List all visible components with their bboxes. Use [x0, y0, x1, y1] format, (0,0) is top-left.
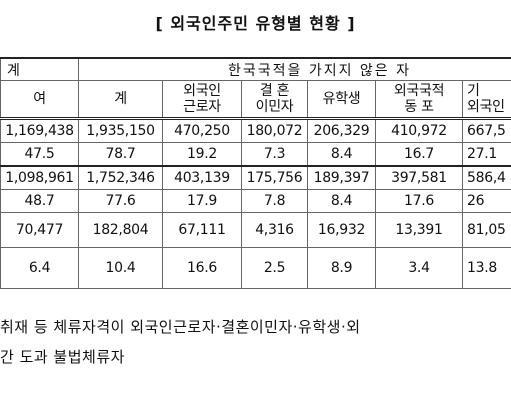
cell: 13,391 [375, 212, 463, 248]
cell: 175,756 [241, 165, 308, 190]
cell: 16.6 [162, 247, 242, 289]
header-text: 외국인 [467, 99, 505, 115]
cell: 7.8 [241, 189, 308, 213]
cell: 6.4 [0, 247, 79, 289]
cell: 189,397 [307, 165, 376, 190]
cell: 1,169,438 [0, 118, 79, 143]
cell: 16,932 [307, 212, 376, 248]
header-row: 여 계 외국인 근로자 결 혼 이민자 유학생 외국국적 동 포 기 외국인 [0, 80, 511, 120]
cell: 13.8 [462, 247, 511, 289]
cell: 7.3 [241, 142, 308, 167]
cell: 19.2 [162, 142, 242, 167]
cell: 182,804 [78, 212, 163, 248]
note: 간 도과 불법체류자 [0, 348, 125, 366]
header-row: 계 한국국적을 가지지 않은 자 [0, 57, 511, 81]
cell: 26 [462, 189, 511, 213]
cell: 17.6 [375, 189, 463, 213]
header-text: 외국인 [183, 83, 221, 99]
header-cell: 유학생 [307, 80, 376, 120]
cell: 10.4 [78, 247, 163, 289]
cell: 77.6 [78, 189, 163, 213]
cell: 67,111 [162, 212, 242, 248]
cell: 410,972 [375, 118, 463, 143]
header-cell: 기 외국인 [462, 80, 511, 120]
cell: 180,072 [241, 118, 308, 143]
header-text: 근로자 [183, 99, 221, 115]
header-cell: 외국인 근로자 [162, 80, 242, 120]
cell: 48.7 [0, 189, 79, 213]
cell: 470,250 [162, 118, 242, 143]
cell: 3.4 [375, 247, 463, 289]
header-cell: 외국국적 동 포 [375, 80, 463, 120]
data-row: 47.5 78.7 19.2 7.3 8.4 16.7 27.1 [0, 142, 511, 167]
cell: 8.9 [307, 247, 376, 289]
cell: 78.7 [78, 142, 163, 167]
cell: 70,477 [0, 212, 79, 248]
header-text: 이민자 [255, 99, 294, 115]
cell: 397,581 [375, 165, 463, 190]
header-cell: 계 [0, 57, 79, 81]
cell: 81,05 [462, 212, 511, 248]
header-text: 기 [467, 83, 480, 99]
cell: 586,4 [462, 165, 511, 190]
cell: 8.4 [307, 189, 376, 213]
data-row: 70,477 182,804 67,111 4,316 16,932 13,391 81,0… [0, 212, 511, 248]
cell: 206,329 [307, 118, 376, 143]
header-cell: 결 혼 이민자 [241, 80, 308, 120]
cell: 17.9 [162, 189, 242, 213]
header-text: 여 [33, 91, 46, 107]
header-cell: 한국국적을 가지지 않은 자 [78, 57, 511, 81]
cell: 16.7 [375, 142, 463, 167]
header-cell: 여 [0, 80, 79, 120]
title: [ 외국인주민 유형별 현황 ] [155, 14, 356, 33]
cell: 47.5 [0, 142, 79, 167]
cell: 27.1 [462, 142, 511, 167]
data-row: 6.4 10.4 16.6 2.5 8.9 3.4 13.8 [0, 247, 511, 289]
cell: 2.5 [241, 247, 308, 289]
data-row: 1,098,961 1,752,346 403,139 175,756 189,397 3… [0, 165, 511, 190]
header-text: 계 [114, 91, 127, 107]
header-cell: 계 [78, 80, 163, 120]
header-text: 유학생 [322, 91, 361, 107]
header-text: 동 포 [404, 99, 434, 115]
cell: 1,935,150 [78, 118, 163, 143]
data-row: 48.7 77.6 17.9 7.8 8.4 17.6 26 [0, 189, 511, 213]
data-row: 1,169,438 1,935,150 470,250 180,072 206,329 4… [0, 118, 511, 143]
note: 취재 등 체류자격이 외국인근로자·결혼이민자·유학생·외 [0, 318, 361, 336]
header-text: 외국국적 [393, 83, 445, 99]
cell: 667,5 [462, 118, 511, 143]
cell: 1,752,346 [78, 165, 163, 190]
cell: 1,098,961 [0, 165, 79, 190]
cell: 8.4 [307, 142, 376, 167]
cell: 4,316 [241, 212, 308, 248]
cell: 403,139 [162, 165, 242, 190]
header-text: 결 혼 [259, 83, 290, 99]
